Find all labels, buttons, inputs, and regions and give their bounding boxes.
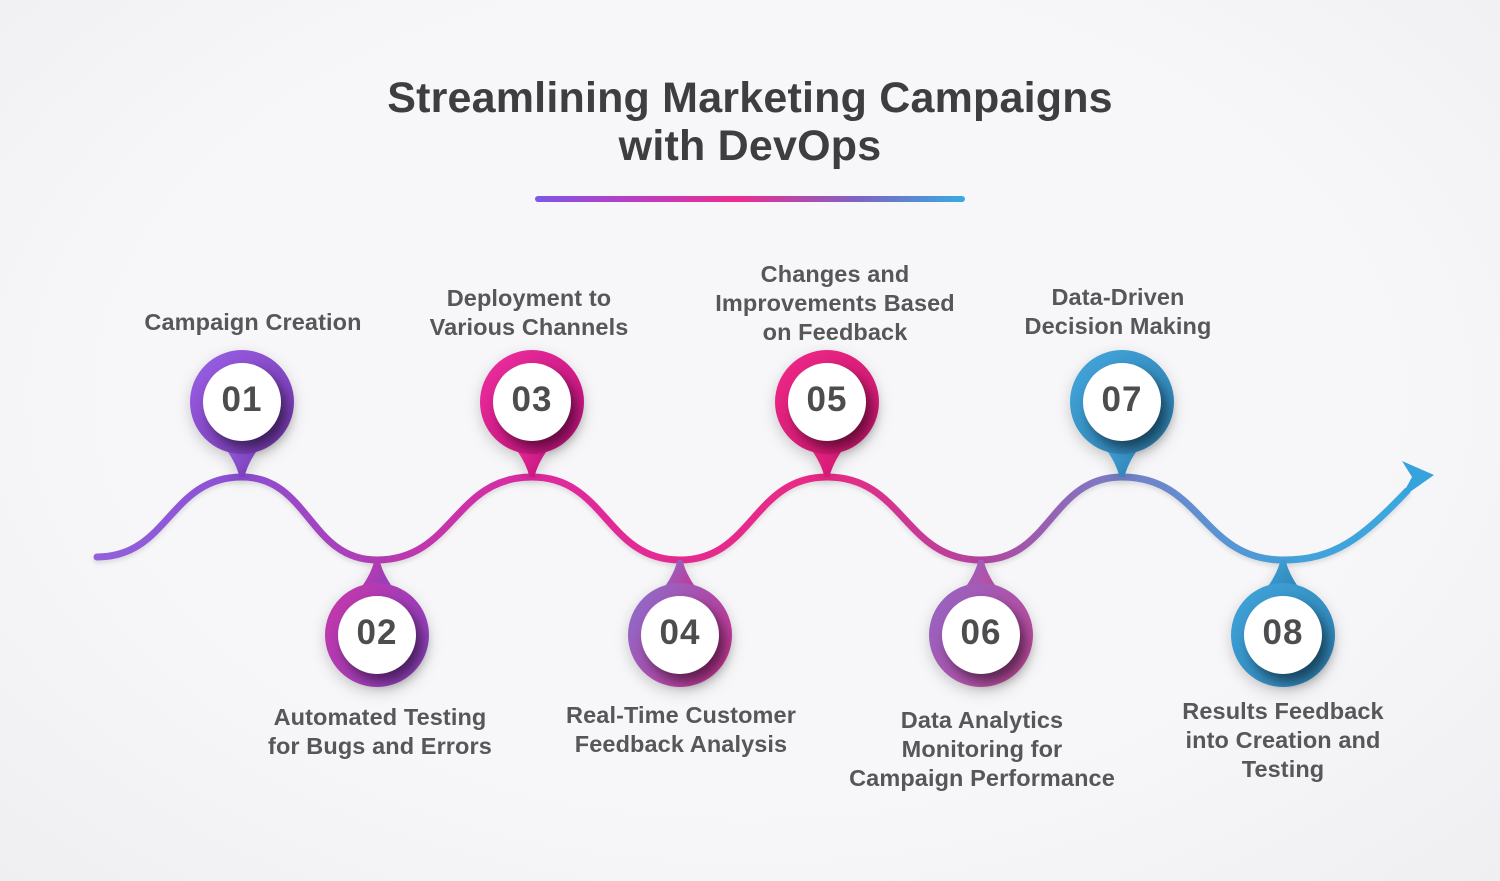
- title-divider: [535, 196, 965, 202]
- step-pin-02: [325, 560, 429, 687]
- step-number-06: 06: [960, 613, 1002, 652]
- step-label-08: Results Feedback into Creation and Testi…: [1182, 698, 1384, 783]
- pin-tail-06: [963, 560, 999, 591]
- step-number-05: 05: [806, 380, 848, 419]
- pin-face-06: [942, 596, 1020, 674]
- pin-face-05: [788, 363, 866, 441]
- step-number-04: 04: [659, 613, 701, 652]
- pin-face-07: [1083, 363, 1161, 441]
- step-number-08: 08: [1262, 613, 1304, 652]
- step-pin-08: [1231, 560, 1335, 687]
- step-label-05: Changes and Improvements Based on Feedba…: [715, 261, 955, 346]
- step-pin-01: [190, 350, 294, 477]
- step-pin-05: [775, 350, 879, 477]
- pin-tail-07: [1104, 446, 1140, 477]
- pin-tail-05: [809, 446, 845, 477]
- pin-tail-02: [359, 560, 395, 591]
- step-label-03: Deployment to Various Channels: [429, 285, 629, 341]
- step-number-03: 03: [511, 380, 553, 419]
- step-number-02: 02: [356, 613, 398, 652]
- step-label-02: Automated Testing for Bugs and Errors: [268, 704, 492, 760]
- pin-face-03: [493, 363, 571, 441]
- page-title-line1: Streamlining Marketing Campaigns: [387, 74, 1113, 122]
- pin-tail-04: [662, 560, 698, 591]
- step-pin-06: [929, 560, 1033, 687]
- step-label-01: Campaign Creation: [144, 309, 362, 335]
- step-number-07: 07: [1101, 380, 1143, 419]
- step-label-04: Real-Time Customer Feedback Analysis: [566, 702, 796, 758]
- pin-tail-03: [514, 446, 550, 477]
- timeline-wave-line: [93, 473, 1411, 564]
- step-label-07: Data-Driven Decision Making: [1024, 284, 1212, 340]
- page-title-line2: with DevOps: [618, 122, 882, 170]
- page-title: Streamlining Marketing Campaigns with De…: [0, 74, 1500, 170]
- pin-tail-08: [1265, 560, 1301, 591]
- step-pin-04: [628, 560, 732, 687]
- pin-face-04: [641, 596, 719, 674]
- pin-face-02: [338, 596, 416, 674]
- arrow-icon: [1400, 461, 1434, 499]
- step-label-06: Data Analytics Monitoring for Campaign P…: [849, 707, 1115, 792]
- step-pin-07: [1070, 350, 1174, 477]
- step-pin-03: [480, 350, 584, 477]
- pin-tail-01: [224, 446, 260, 477]
- pin-face-01: [203, 363, 281, 441]
- pin-face-08: [1244, 596, 1322, 674]
- step-number-01: 01: [221, 380, 263, 419]
